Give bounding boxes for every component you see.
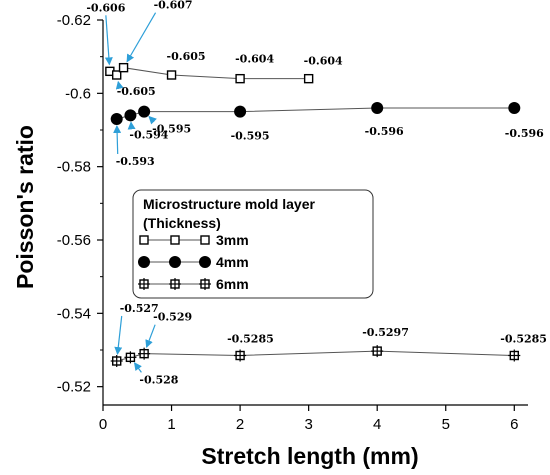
y-tick-label-2: -0.56 [57, 232, 91, 249]
x-axis-title: Stretch length (mm) [201, 443, 418, 469]
point-3mm-1 [112, 70, 122, 80]
legend-marker-3mm-1 [170, 235, 180, 245]
point-4mm-3 [234, 105, 247, 118]
y-tick-label-5: -0.62 [57, 12, 91, 29]
y-tick-label-0: -0.52 [57, 379, 91, 396]
data-label-1: -0.605 [117, 85, 156, 98]
x-tick-label-2: 2 [236, 416, 244, 433]
point-6mm-2 [138, 347, 151, 360]
point-4mm-2 [138, 105, 151, 118]
annotation-arrow-6 [113, 124, 122, 155]
annotation-arrow-8 [148, 115, 157, 125]
annotation-arrow-12 [114, 315, 123, 356]
point-4mm-1 [124, 109, 137, 122]
point-4mm-5 [508, 102, 521, 114]
point-3mm-3 [166, 70, 177, 80]
axes: -0.52 -0.54 -0.56 -0.58 -0.6 -0.62 0 1 2 3 4 5 6 [57, 12, 528, 433]
point-3mm-2 [118, 62, 129, 73]
point-6mm-1 [124, 351, 137, 364]
legend-marker-6mm-2 [199, 278, 211, 290]
data-label-0: -0.606 [86, 1, 125, 14]
legend-marker-4mm-2 [199, 256, 211, 268]
y-tick-label-3: -0.58 [57, 159, 91, 176]
data-label-6: -0.593 [116, 155, 155, 168]
annotation-arrow-2 [126, 12, 157, 63]
point-6mm-5 [508, 349, 521, 362]
legend-label-4mm: 4mm [216, 254, 249, 270]
series-line-3mm [109, 67, 309, 80]
y-axis-title: Poisson's ratio [12, 125, 38, 289]
x-tick-label-5: 5 [442, 416, 450, 433]
y-tick-label-1: -0.54 [57, 305, 91, 322]
annotation-arrow-0 [104, 15, 113, 66]
data-label-13: -0.528 [139, 373, 178, 386]
legend-marker-4mm-0 [138, 256, 150, 268]
x-tick-label-0: 0 [99, 416, 107, 433]
annotation-arrow-13 [133, 362, 142, 373]
x-tick-label-1: 1 [167, 416, 175, 433]
data-label-11: -0.596 [505, 127, 544, 140]
data-label-12: -0.527 [120, 302, 159, 315]
x-tick-label-6: 6 [510, 416, 518, 433]
annotation-arrow-14 [145, 324, 156, 349]
data-label-8: -0.595 [152, 123, 191, 136]
legend: Microstructure mold layer (Thickness)3mm 4… [132, 189, 374, 299]
legend-title-line-0: Microstructure mold layer [143, 196, 315, 212]
legend-label-3mm: 3mm [216, 232, 249, 248]
legend-title-line-1: (Thickness) [143, 215, 221, 231]
y-tick-label-4: -0.6 [65, 85, 91, 102]
point-3mm-5 [303, 73, 314, 84]
data-label-5: -0.604 [304, 55, 343, 68]
data-label-3: -0.605 [167, 50, 206, 63]
data-label-17: -0.5285 [500, 333, 547, 346]
data-label-2: -0.607 [154, 0, 193, 12]
data-label-9: -0.595 [231, 130, 270, 143]
data-label-16: -0.5297 [362, 326, 409, 339]
point-6mm-4 [371, 345, 384, 358]
point-6mm-3 [234, 349, 247, 362]
annotations: -0.606 -0.605 -0.607 -0.605 -0.604 -0.604 -0.5… [86, 0, 547, 386]
data-label-15: -0.5285 [227, 333, 274, 346]
legend-box [132, 189, 374, 299]
data-label-10: -0.596 [365, 125, 404, 138]
point-3mm-4 [235, 73, 245, 84]
data-label-7: -0.594 [129, 128, 168, 141]
data-label-14: -0.529 [153, 311, 192, 324]
point-4mm-4 [371, 102, 384, 114]
legend-marker-6mm-1 [169, 278, 181, 290]
x-tick-label-3: 3 [304, 416, 312, 433]
legend-marker-3mm-2 [200, 235, 210, 245]
series-markers [105, 62, 521, 367]
legend-marker-6mm-0 [138, 278, 150, 290]
x-tick-label-4: 4 [373, 416, 381, 433]
legend-label-6mm: 6mm [216, 276, 249, 292]
data-label-4: -0.604 [235, 53, 274, 66]
legend-marker-3mm-0 [139, 235, 149, 245]
point-6mm-0 [110, 355, 123, 367]
series-line-6mm [116, 350, 515, 362]
point-4mm-0 [110, 113, 123, 125]
series-line-4mm [116, 107, 515, 120]
legend-marker-4mm-1 [169, 256, 181, 268]
